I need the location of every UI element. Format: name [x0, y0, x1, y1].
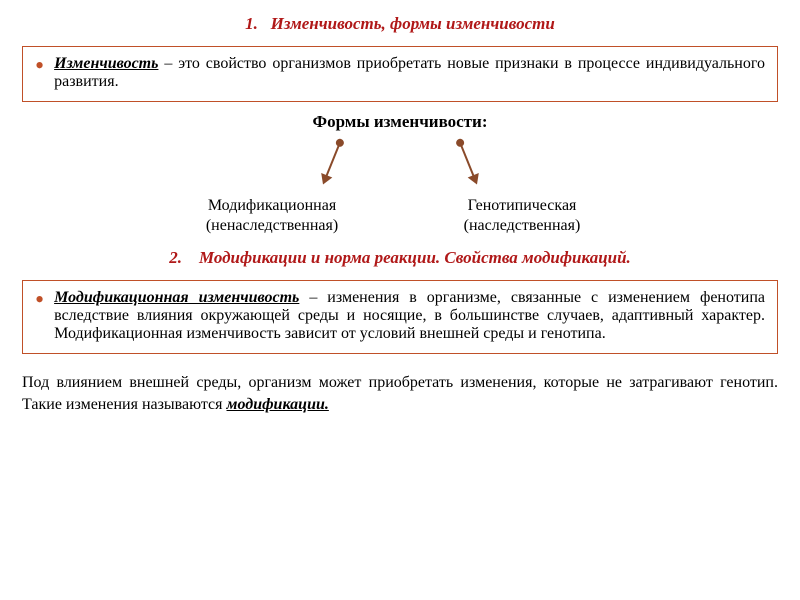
footer-pre: Под влиянием внешней среды, организм мож…: [22, 374, 778, 413]
branch-right-line1: Генотипическая: [468, 197, 577, 214]
section-2-heading: 2. Модификации и норма реакции. Свойства…: [22, 248, 778, 268]
branch-right-line2: (наследственная): [464, 217, 581, 234]
section-1-number: 1.: [245, 14, 258, 33]
branch-right: Генотипическая (наследственная): [422, 196, 622, 236]
section-2-title: Модификации и норма реакции. Свойства мо…: [199, 248, 631, 267]
def-1: – это свойство организмов приобретать но…: [54, 55, 765, 90]
definition-1-text: Изменчивость – это свойство организмов п…: [54, 55, 765, 91]
term-2: Модификационная изменчивость: [54, 289, 299, 306]
bullet-icon: •: [35, 293, 44, 307]
bullet-icon: •: [35, 59, 44, 73]
section-1-heading: 1. Изменчивость, формы изменчивости: [22, 14, 778, 34]
branch-left: Модификационная (ненаследственная): [162, 196, 382, 236]
definition-box-1: • Изменчивость – это свойство организмов…: [22, 46, 778, 102]
footer-paragraph: Под влиянием внешней среды, организм мож…: [22, 372, 778, 415]
term-1: Изменчивость: [54, 55, 158, 72]
arrow-right-icon: [458, 140, 477, 183]
branch-left-line2: (ненаследственная): [206, 217, 338, 234]
branch-left-line1: Модификационная: [208, 197, 336, 214]
section-1-title: Изменчивость, формы изменчивости: [271, 14, 555, 33]
forms-diagram: Модификационная (ненаследственная) Генот…: [22, 136, 778, 244]
forms-subheading: Формы изменчивости:: [22, 112, 778, 132]
footer-emph: модификации.: [227, 396, 329, 413]
definition-box-2: • Модификационная изменчивость – изменен…: [22, 280, 778, 354]
definition-2-text: Модификационная изменчивость – изменения…: [54, 289, 765, 343]
section-2-number: 2.: [169, 248, 182, 267]
arrow-left-icon: [323, 140, 342, 183]
